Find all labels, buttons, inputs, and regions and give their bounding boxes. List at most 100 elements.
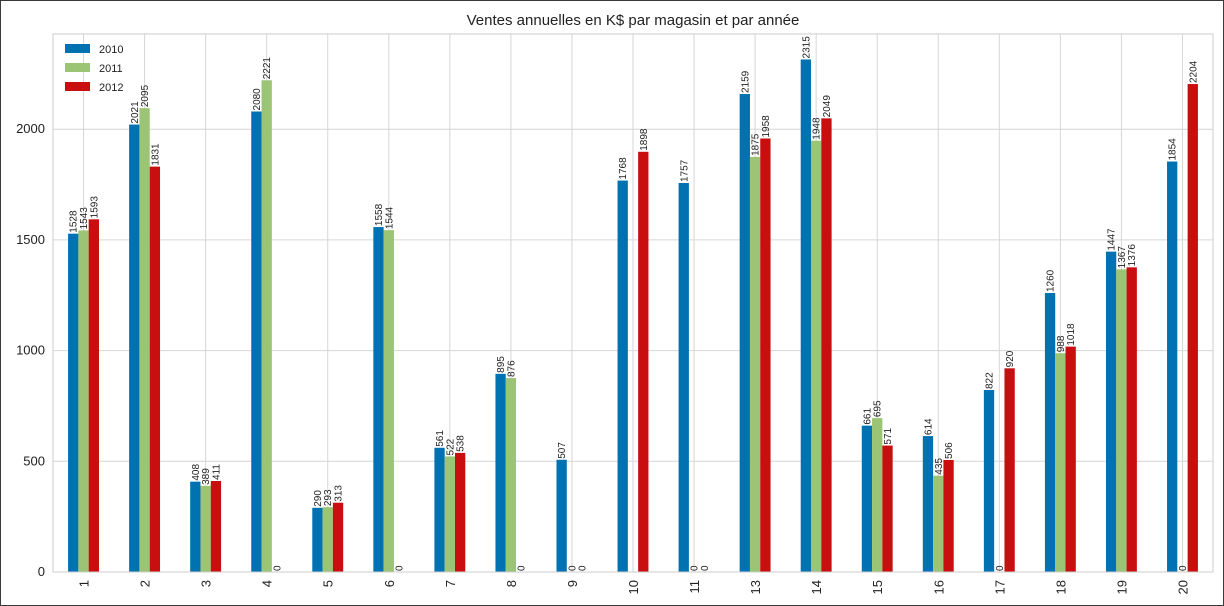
bar-2012-14	[821, 118, 832, 572]
bar-2010-5	[312, 507, 323, 572]
bar-2011-14	[811, 140, 822, 572]
data-label: 571	[883, 427, 894, 444]
bar-2011-3	[200, 485, 211, 572]
data-label: 1260	[1046, 269, 1057, 292]
x-tick-label: 13	[748, 580, 763, 594]
data-label: 0	[995, 565, 1006, 571]
bar-2012-7	[454, 452, 466, 572]
bar-2010-16	[922, 436, 934, 572]
data-label: 920	[1005, 350, 1016, 367]
x-tick-label: 19	[1114, 580, 1129, 594]
legend-swatch-2011	[65, 63, 90, 72]
bar-2011-16	[933, 475, 944, 572]
bar-2011-19	[1116, 269, 1127, 572]
x-tick-label: 16	[931, 580, 946, 594]
data-label: 1447	[1107, 228, 1118, 251]
x-tick-label: 7	[443, 580, 458, 587]
data-label: 0	[700, 565, 711, 571]
data-label: 2095	[140, 84, 151, 107]
data-label: 1558	[374, 203, 385, 226]
legend-label-2012: 2012	[99, 82, 123, 94]
data-label: 1367	[1117, 246, 1128, 269]
data-label: 895	[496, 356, 507, 373]
bar-2010-4	[251, 111, 262, 572]
data-label: 988	[1056, 335, 1067, 352]
x-tick-label: 10	[626, 580, 641, 594]
data-label: 0	[578, 565, 589, 571]
data-label: 1376	[1127, 244, 1138, 267]
bar-2011-15	[872, 418, 883, 572]
legend: 2010 2011 2012	[65, 44, 123, 94]
x-axis-ticks: 1 2 3 4 5 6 7 8 9 10 11 13 14 15 16 17 18 19 20	[77, 580, 1191, 594]
bar-2010-8	[495, 373, 506, 572]
bar-2012-19	[1126, 267, 1137, 572]
data-label: 2080	[252, 88, 263, 111]
y-tick-label: 1000	[16, 343, 45, 358]
bar-2010-1	[68, 233, 79, 572]
data-label: 2221	[262, 57, 273, 80]
x-tick-label: 3	[199, 580, 214, 587]
data-label: 293	[323, 489, 334, 506]
data-label: 389	[201, 468, 212, 485]
bar-2012-13	[760, 138, 771, 572]
bar-2010-9	[556, 459, 567, 572]
data-label: 2315	[801, 36, 812, 59]
chart-title: Ventes annuelles en K$ par magasin et pa…	[467, 12, 800, 29]
data-label: 2049	[822, 95, 833, 118]
data-label: 1768	[618, 157, 629, 180]
x-tick-label: 14	[809, 580, 824, 594]
data-label: 0	[690, 565, 701, 571]
data-label: 1898	[639, 128, 650, 151]
bar-2011-7	[444, 456, 455, 572]
data-label: 0	[567, 565, 578, 571]
data-label: 0	[1178, 565, 1189, 571]
bar-2012-2	[149, 166, 161, 572]
bar-2010-19	[1105, 251, 1117, 573]
bar-2010-20	[1167, 161, 1178, 572]
data-label: 522	[445, 438, 456, 455]
data-label: 1593	[89, 196, 100, 219]
x-tick-label: 1	[77, 580, 92, 587]
bar-2012-20	[1187, 84, 1198, 572]
bar-2011-2	[139, 108, 150, 572]
bar-2011-18	[1055, 353, 1066, 572]
data-label: 1854	[1168, 138, 1179, 161]
data-label: 2159	[740, 70, 751, 93]
y-tick-label: 2000	[16, 121, 45, 136]
data-label: 1958	[761, 115, 772, 138]
bar-2011-8	[505, 378, 517, 572]
bar-2010-17	[983, 390, 995, 572]
y-tick-label: 0	[38, 564, 45, 579]
legend-swatch-2010	[65, 44, 90, 53]
bar-2011-6	[383, 230, 394, 572]
data-label: 614	[923, 418, 934, 435]
x-tick-label: 15	[870, 580, 885, 594]
bars	[68, 59, 1198, 573]
bar-2010-13	[739, 93, 750, 572]
data-label: 507	[557, 442, 568, 459]
x-tick-label: 11	[687, 580, 702, 594]
legend-swatch-2012	[65, 82, 90, 91]
data-label: 0	[395, 565, 406, 571]
bar-2012-5	[332, 502, 344, 572]
data-label: 290	[313, 490, 324, 507]
data-label: 313	[334, 485, 345, 502]
bar-2010-6	[373, 227, 384, 572]
legend-label-2011: 2011	[99, 63, 123, 75]
legend-label-2010: 2010	[99, 44, 123, 56]
bar-2010-7	[434, 447, 445, 572]
bar-2012-18	[1065, 346, 1076, 572]
bar-2010-15	[861, 425, 873, 572]
plot-border	[52, 33, 1214, 573]
data-label: 538	[456, 435, 467, 452]
data-label: 876	[506, 360, 517, 377]
data-label: 506	[944, 442, 955, 459]
data-label: 2204	[1188, 60, 1199, 83]
x-tick-label: 9	[565, 580, 580, 587]
data-label: 411	[211, 464, 222, 480]
y-tick-label: 1500	[16, 232, 45, 247]
bar-2010-10	[617, 180, 628, 572]
data-label: 1948	[812, 117, 823, 140]
